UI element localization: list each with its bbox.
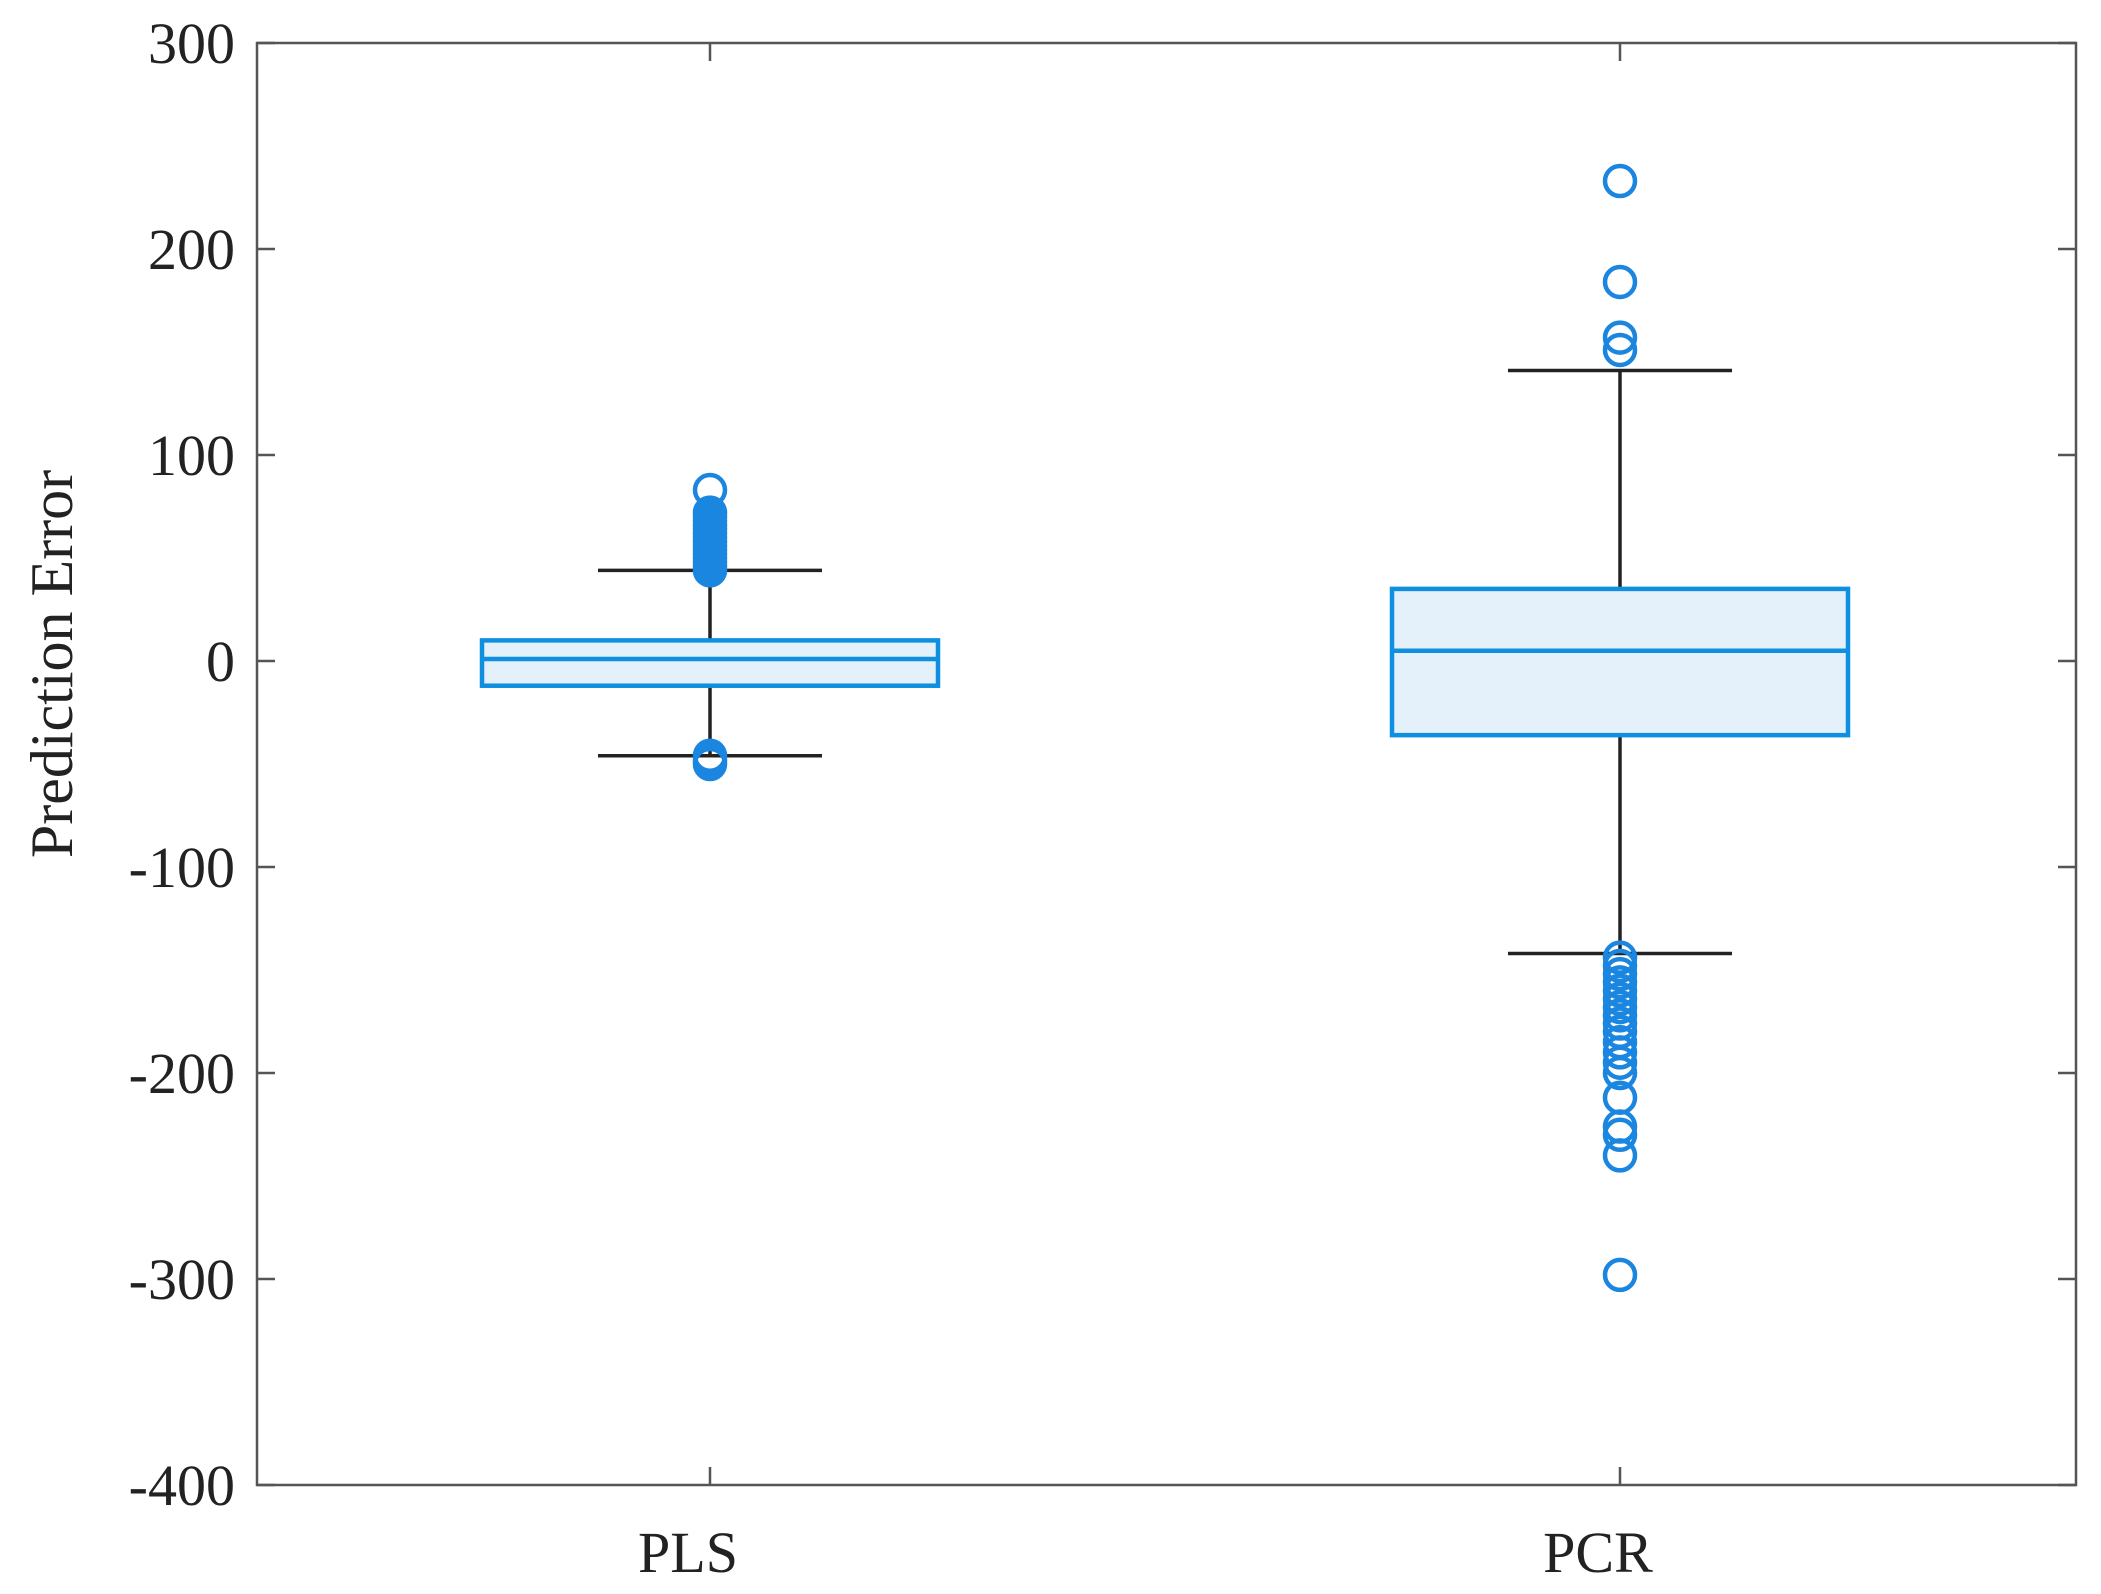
outlier-point (692, 746, 728, 782)
y-tick-label: 300 (148, 11, 235, 76)
box-pcr (1389, 163, 1851, 1293)
y-tick-label: -100 (129, 835, 235, 900)
iqr-box (479, 638, 941, 688)
outlier-point (1602, 1117, 1638, 1153)
iqr-box (1389, 586, 1851, 738)
y-tick-label: 100 (148, 423, 235, 488)
x-tick-label-pcr: PCR (1543, 1520, 1653, 1585)
outlier-point (1602, 264, 1638, 300)
plot-frame-group (255, 41, 2078, 1487)
boxes-group (479, 163, 1851, 1293)
outlier-point (1602, 1257, 1638, 1293)
outlier-point (692, 553, 728, 588)
outlier-point (1602, 1045, 1638, 1080)
y-tick-label: 200 (148, 217, 235, 282)
y-tick-label: -300 (129, 1247, 235, 1312)
x-axis-tick-label-group: PLS PCR (638, 43, 1653, 1585)
y-axis-label: Prediction Error (19, 470, 85, 858)
outlier-point (1602, 332, 1638, 368)
outlier-point (1602, 1138, 1638, 1173)
outlier-point (1602, 1055, 1638, 1091)
outlier-point (1602, 320, 1638, 355)
outlier-point (1602, 163, 1638, 199)
y-tick-label: -400 (129, 1453, 235, 1518)
outlier-point (1602, 1035, 1638, 1070)
y-tick-label: 0 (206, 629, 235, 694)
x-tick-label-pls: PLS (638, 1520, 738, 1585)
plot-frame (255, 41, 2078, 1487)
box-pls (479, 472, 941, 782)
y-tick-label: -200 (129, 1041, 235, 1106)
y-axis-tick-group: 300 200 100 0 -100 -200 -300 -400 (129, 11, 2076, 1518)
